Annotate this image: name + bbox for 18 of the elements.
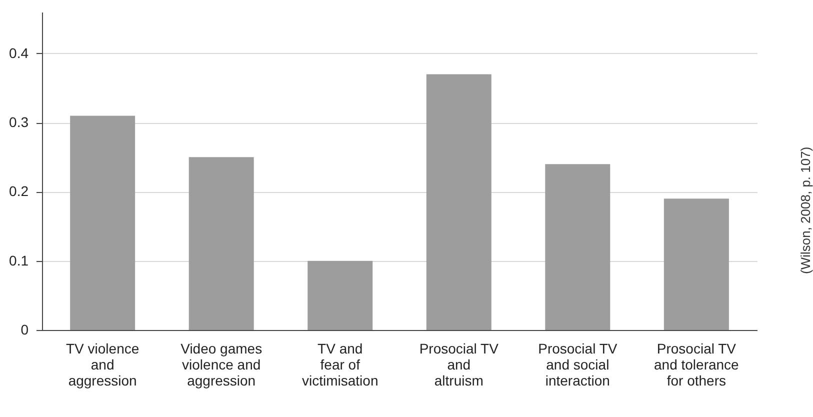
x-tick-label: TV violence and aggression — [66, 340, 140, 388]
bar — [70, 116, 136, 330]
x-tick-label: Prosocial TV and altruism — [419, 340, 500, 388]
x-tick-label: Video games violence and aggression — [180, 340, 262, 388]
x-tick-label: Prosocial TV and social interaction — [538, 340, 618, 388]
y-tick-label: 0.4 — [9, 44, 29, 61]
x-tick-label: Prosocial TV and tolerance for others — [654, 340, 740, 388]
bar — [188, 157, 254, 330]
bar — [545, 164, 610, 330]
y-tick-label: 0.1 — [9, 252, 29, 268]
y-tick-label: 0.2 — [9, 183, 29, 200]
y-tick-label: 0.3 — [9, 114, 29, 130]
text: (Wilson, 2008, p. 107) — [798, 145, 813, 276]
bar — [426, 74, 492, 330]
x-tick-label: TV and fear of victimisation — [302, 340, 378, 388]
bar — [308, 260, 373, 330]
y-tick-label: 0 — [20, 322, 29, 338]
bar — [664, 198, 729, 330]
